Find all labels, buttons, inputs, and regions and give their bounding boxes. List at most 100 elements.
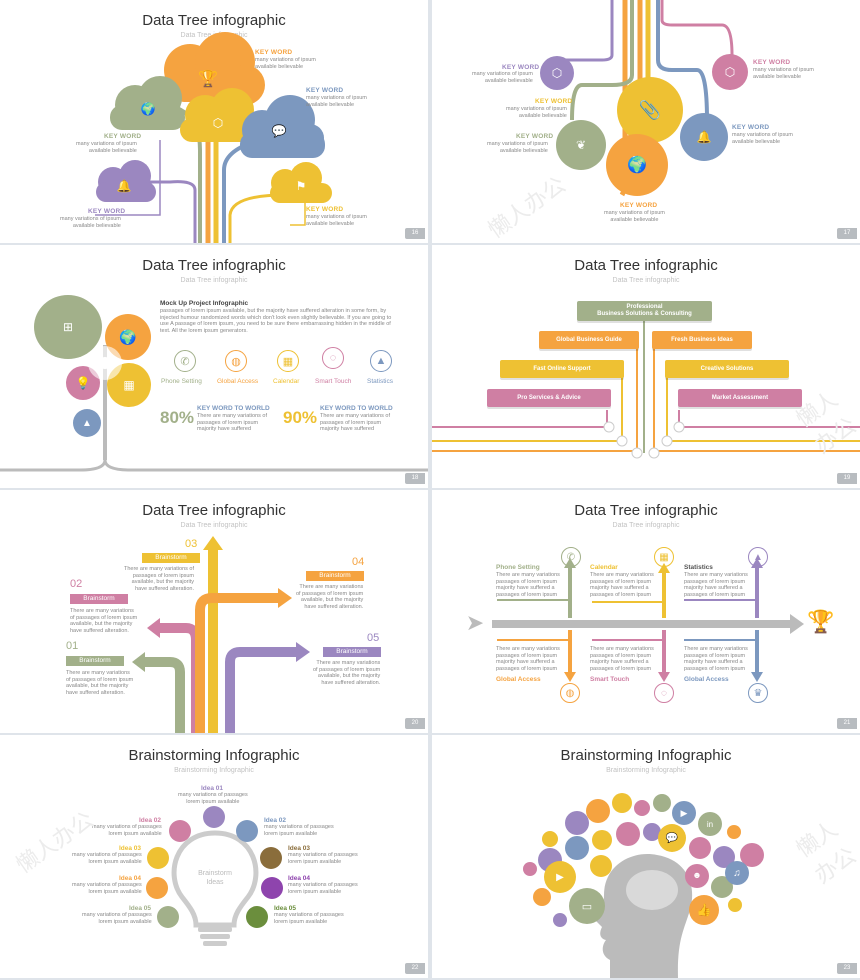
play-icon: ▶ bbox=[680, 807, 688, 818]
slide-22[interactable]: Brainstorming Infographic Brainstorming … bbox=[0, 735, 428, 978]
step-label: Brainstorm bbox=[66, 656, 124, 666]
step-text: There are many variations of passages of… bbox=[70, 608, 138, 634]
slide-17[interactable]: ⬡ 📎 ❦ 🌍 🔔 ⬡ KEY WORD many variations of … bbox=[432, 0, 860, 243]
top-bar[interactable]: Professional Business Solutions & Consul… bbox=[577, 301, 712, 321]
step-number: 01 bbox=[66, 640, 79, 652]
bell-icon: 🔔 bbox=[116, 179, 132, 193]
trophy-icon: ♛ bbox=[748, 683, 768, 703]
step-number: 05 bbox=[367, 632, 380, 644]
globe-icon[interactable]: ◍ bbox=[225, 350, 247, 372]
idea-title: Idea 01 bbox=[201, 785, 224, 792]
idea-desc: many variations of passages lorem ipsum … bbox=[72, 882, 142, 895]
step-text: There are many variations of passages of… bbox=[313, 660, 381, 686]
slide-subtitle: Data Tree infographic bbox=[612, 522, 680, 529]
top-text: There are many variations passages of lo… bbox=[684, 572, 748, 598]
kw-2: KEY WORD bbox=[306, 87, 344, 94]
globe-icon: ◍ bbox=[560, 683, 580, 703]
page-number: 17 bbox=[837, 228, 857, 239]
page-number: 20 bbox=[405, 718, 425, 729]
page-number: 18 bbox=[405, 473, 425, 484]
slide-title: Data Tree infographic bbox=[142, 12, 286, 29]
cube-icon: ⬡ bbox=[212, 116, 224, 130]
top-label: Phone Setting bbox=[496, 564, 540, 571]
kw-4-text: many variations of ipsum available belie… bbox=[60, 216, 121, 229]
paper-plane-icon: ➤ bbox=[465, 610, 485, 635]
idea-desc: many variations of passages lorem ipsum … bbox=[288, 852, 358, 865]
idea-title: Idea 05 bbox=[274, 905, 297, 912]
feature-label: Global Access bbox=[217, 378, 259, 385]
slide-subtitle: Data Tree infographic bbox=[180, 277, 248, 284]
kw-1: KEY WORD bbox=[255, 49, 293, 56]
bar-creative[interactable]: Creative Solutions bbox=[665, 360, 789, 378]
laptop-icon: ▭ bbox=[581, 900, 593, 913]
slide-subtitle: Brainstorming Infographic bbox=[606, 767, 686, 774]
feature-label: Phone Setting bbox=[161, 378, 202, 385]
idea-desc: many variations of passages lorem ipsum … bbox=[178, 792, 248, 805]
slide-18[interactable]: Data Tree infographic Data Tree infograp… bbox=[0, 245, 428, 488]
slide-20[interactable]: Data Tree infographic Data Tree infograp… bbox=[0, 490, 428, 733]
kw-5-text: many variations of ipsum available belie… bbox=[306, 214, 367, 227]
page-number: 22 bbox=[405, 963, 425, 974]
idea-desc: many variations of passages lorem ipsum … bbox=[82, 912, 152, 925]
head-graphic bbox=[523, 793, 764, 978]
tree-graphic bbox=[0, 295, 428, 472]
phone-icon[interactable]: ✆ bbox=[174, 350, 196, 372]
kw-3: KEY WORD bbox=[104, 133, 142, 140]
bulb-icon: 💡 bbox=[75, 376, 91, 390]
slide-16[interactable]: Data Tree infographic Data Tree infograp… bbox=[0, 0, 428, 243]
bottom-text: There are many variations passages of lo… bbox=[684, 646, 748, 672]
slide-19[interactable]: Data Tree infographic Data Tree infograp… bbox=[432, 245, 860, 488]
bar-global-business[interactable]: Global Business Guide bbox=[539, 331, 639, 349]
stat-percent: 80% bbox=[160, 408, 195, 427]
calendar-icon: ▦ bbox=[654, 547, 674, 567]
bar-fresh-business[interactable]: Fresh Business Ideas bbox=[652, 331, 752, 349]
slide-21[interactable]: Data Tree infographic Data Tree infograp… bbox=[432, 490, 860, 733]
bar-market[interactable]: Market Assessment bbox=[678, 389, 802, 407]
bulb-icon: ◌ bbox=[654, 683, 674, 703]
tree-graphic bbox=[95, 32, 332, 243]
org-lines bbox=[432, 320, 860, 459]
idea-title: Idea 05 bbox=[129, 905, 152, 912]
step-number: 03 bbox=[185, 538, 198, 550]
stat-text: There are many variations of passages of… bbox=[320, 413, 391, 432]
step-label: Brainstorm bbox=[323, 647, 381, 657]
bar-pro-services[interactable]: Pro Services & Advice bbox=[487, 389, 611, 407]
slide-title: Data Tree infographic bbox=[574, 502, 718, 519]
kw-4: KEY WORD bbox=[620, 202, 658, 209]
page-number: 16 bbox=[405, 228, 425, 239]
linkedin-icon: in bbox=[706, 819, 714, 829]
trophy-icon: 🏆 bbox=[198, 71, 218, 88]
tree-lines bbox=[540, 0, 748, 197]
kw-3: KEY WORD bbox=[516, 133, 554, 140]
bar-fast-online[interactable]: Fast Online Support bbox=[500, 360, 624, 378]
bulb-label: Brainstorm Ideas bbox=[198, 870, 232, 886]
top-text: There are many variations passages of lo… bbox=[496, 572, 560, 598]
globe-icon: 🌍 bbox=[140, 102, 156, 116]
step-number: 04 bbox=[352, 556, 365, 568]
kw-6-text: many variations of ipsum available belie… bbox=[753, 67, 814, 80]
kw-1: KEY WORD bbox=[502, 64, 540, 71]
chart-icon: ▲ bbox=[748, 547, 768, 567]
mock-text: passages of lorem ipsum available, but t… bbox=[160, 308, 392, 334]
globe-icon: 🌍 bbox=[627, 157, 647, 174]
top-text: There are many variations passages of lo… bbox=[590, 572, 654, 598]
paperclip-icon: 📎 bbox=[638, 99, 662, 120]
calendar-icon[interactable]: ▦ bbox=[277, 350, 299, 372]
stat-text: There are many variations of passages of… bbox=[197, 413, 268, 432]
chat-icon: 💬 bbox=[665, 832, 679, 844]
mock-title: Mock Up Project Infographic bbox=[160, 300, 249, 307]
slide-23[interactable]: Brainstorming Infographic Brainstorming … bbox=[432, 735, 860, 978]
bottom-label: Global Access bbox=[684, 676, 729, 683]
fishbone-graphic bbox=[492, 558, 804, 682]
slide-subtitle: Data Tree infographic bbox=[612, 277, 680, 284]
kw-4-text: many variations of ipsum available belie… bbox=[604, 210, 665, 223]
slide-subtitle: Brainstorming Infographic bbox=[174, 767, 254, 774]
kw-5-text: many variations of ipsum available belie… bbox=[732, 132, 793, 145]
chart-icon: ▲ bbox=[82, 417, 92, 429]
chart-icon[interactable]: ▲ bbox=[370, 350, 392, 372]
slide-subtitle: Data Tree infographic bbox=[180, 522, 248, 529]
stat-kw: KEY WORD TO WORLD bbox=[320, 405, 393, 412]
idea-title: Idea 04 bbox=[119, 875, 142, 882]
bulb-icon[interactable]: ◌ bbox=[322, 347, 344, 369]
step-text: There are many variations of passages of… bbox=[296, 584, 364, 610]
